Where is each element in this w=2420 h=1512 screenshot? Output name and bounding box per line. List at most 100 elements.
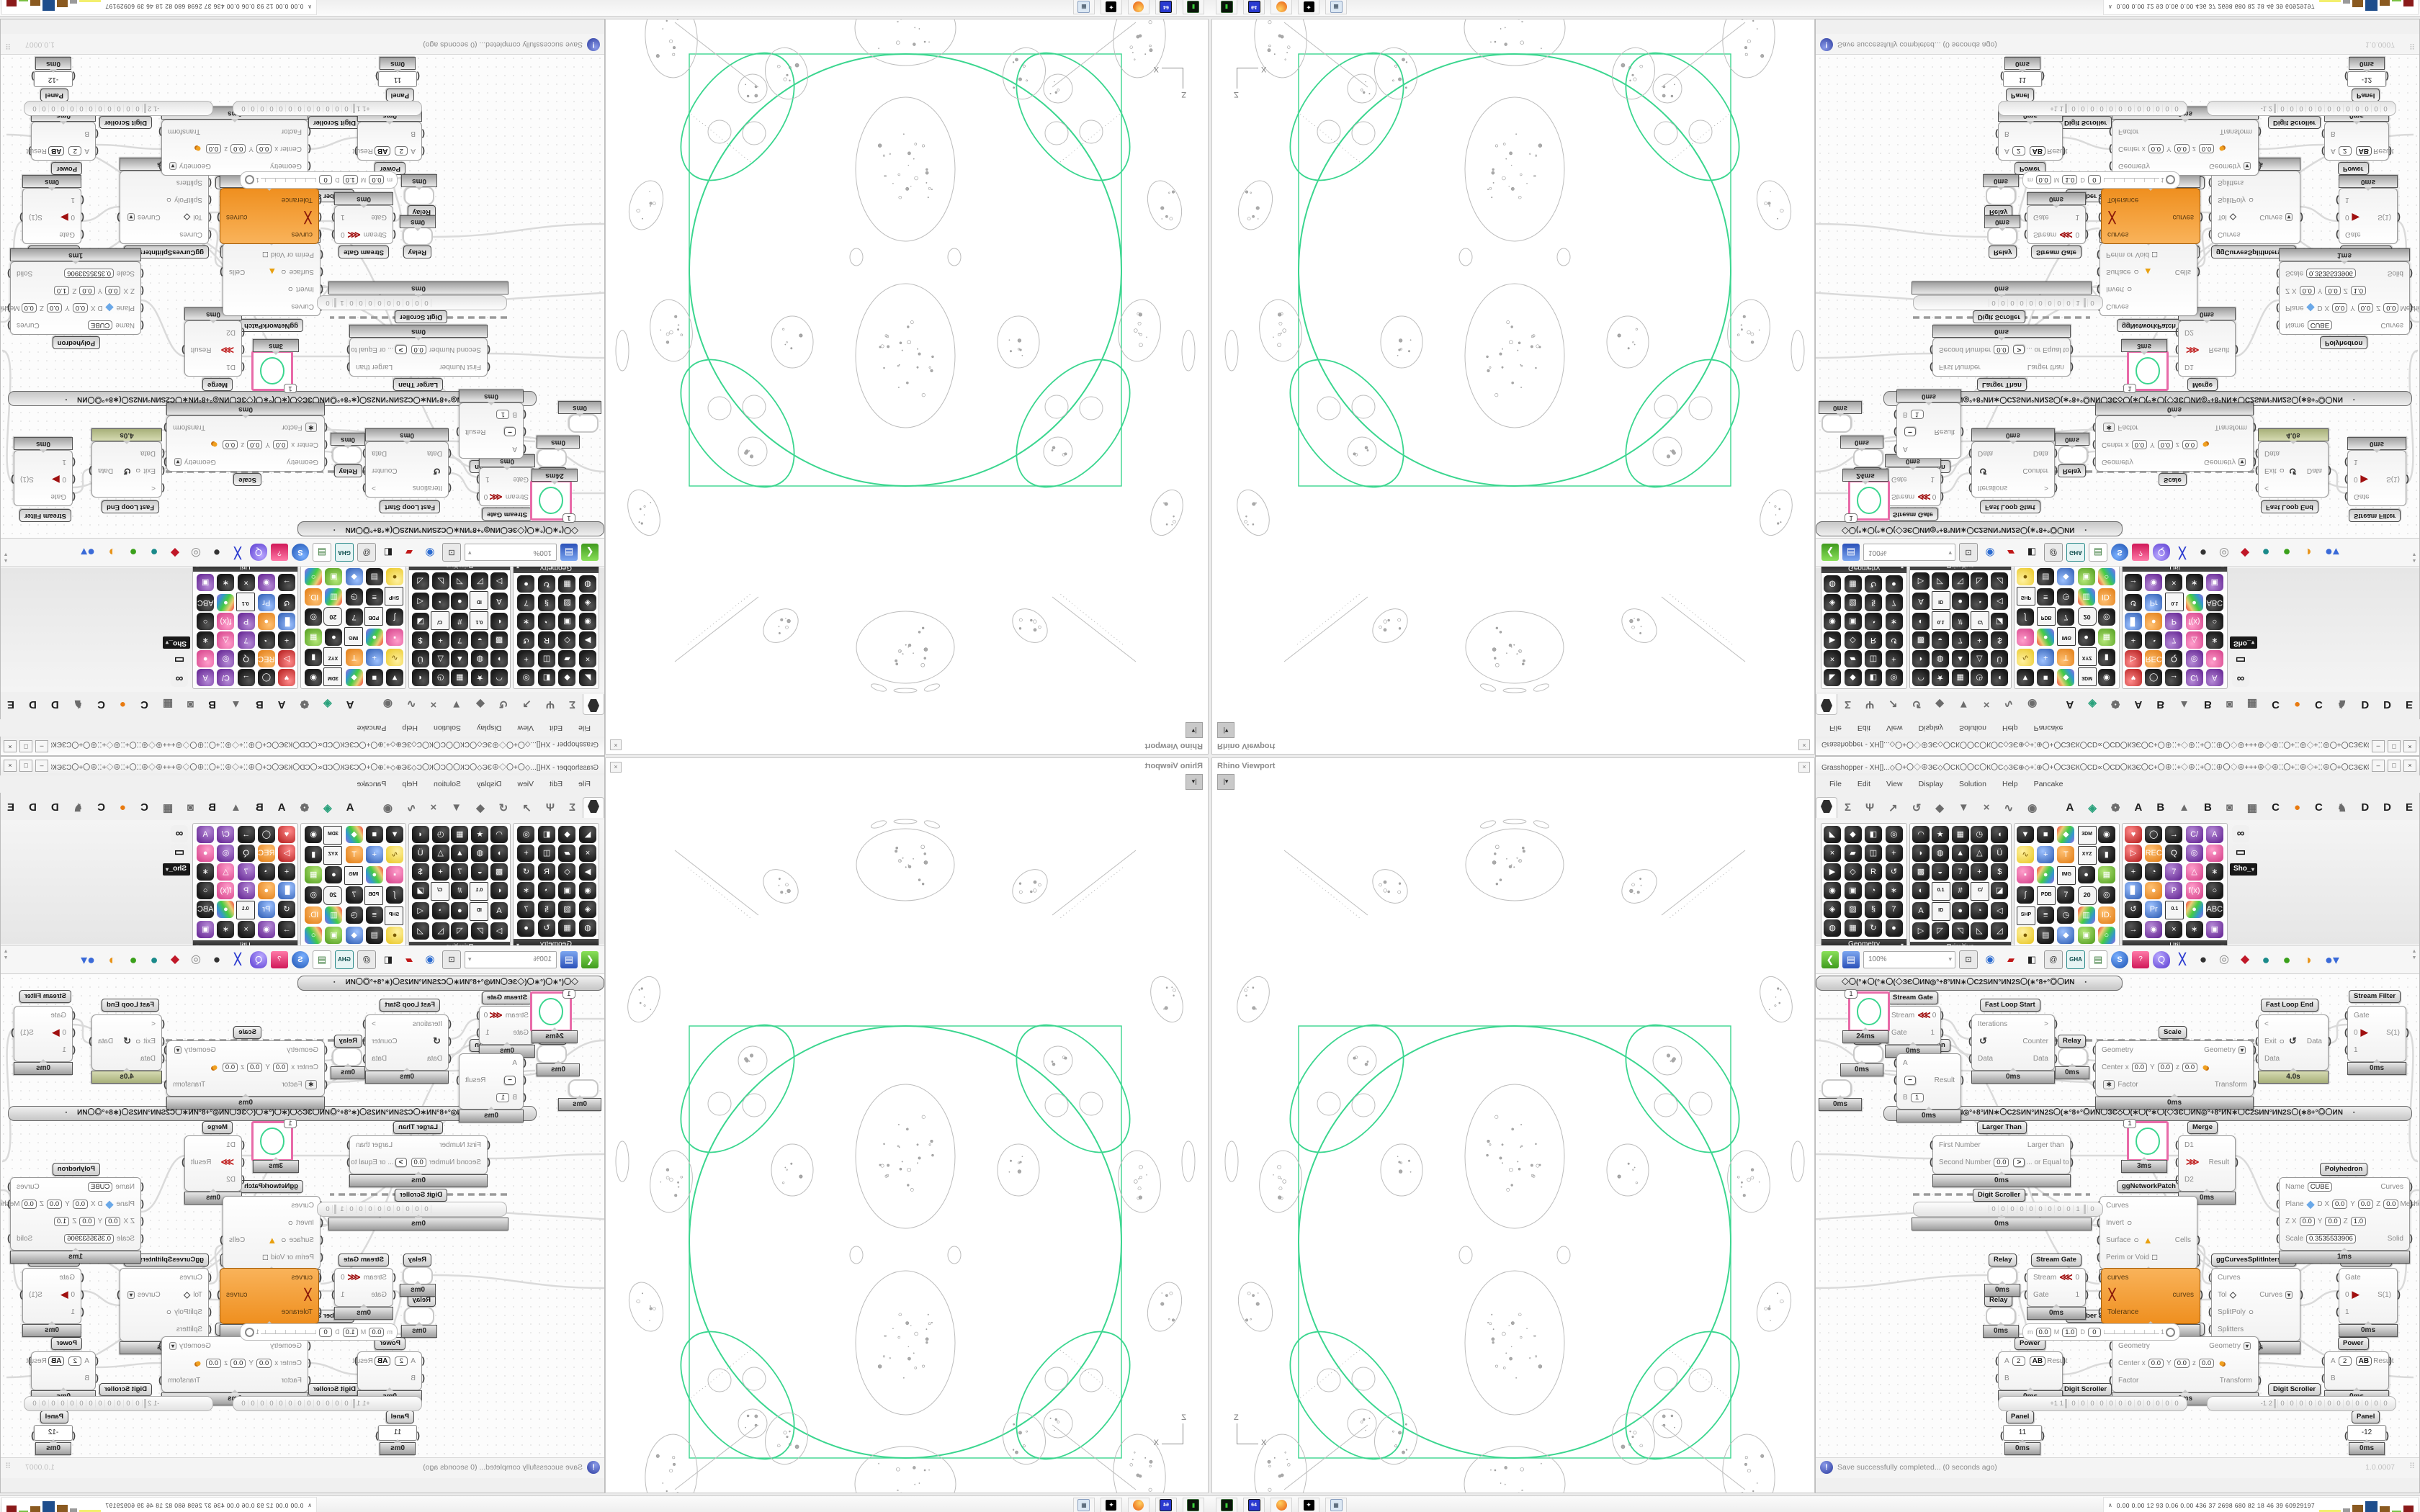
component-icon[interactable]: ◐ [490, 882, 508, 899]
blue-sphere-button[interactable]: ●▾ [2325, 953, 2339, 967]
tray-chevron-icon[interactable]: ∧ [308, 1502, 313, 1508]
component-icon[interactable]: ▰ [1844, 845, 1862, 862]
terminal-app-icon[interactable]: ▮ [1216, 0, 1237, 14]
component-icon[interactable]: ● [197, 845, 215, 862]
menu-display[interactable]: Display [1918, 724, 1944, 732]
grasshopper-titlebar[interactable]: Grasshopper - XH[]...◇〇+〇◇⊕ЗЄ◇〇CК〇〇C〇К〇C… [1, 757, 604, 776]
menu-edit[interactable]: Edit [1857, 780, 1871, 788]
component-icon[interactable]: ◹ [451, 572, 469, 590]
component-icon[interactable]: ABC [197, 901, 215, 918]
firefox-icon[interactable] [1270, 0, 1292, 14]
component-icon[interactable]: ▊ [278, 613, 295, 630]
component-icon[interactable]: ∞ [171, 825, 188, 842]
component-icon[interactable]: SHP [2017, 587, 2035, 606]
grasshopper-titlebar[interactable]: Grasshopper - XH[]...◇〇+〇◇⊕ЗЄ◇〇CК〇〇C〇К〇C… [1, 736, 604, 755]
component-icon[interactable]: × [1824, 845, 1841, 862]
tab-plugin-6[interactable]: B [208, 801, 216, 814]
component-icon[interactable]: A [197, 669, 215, 686]
component-icon[interactable]: ○ [197, 613, 215, 630]
gha-button[interactable]: GHA [335, 543, 354, 562]
component-icon[interactable]: 7 [2057, 608, 2075, 626]
geometry-preview-container[interactable]: 1 [530, 480, 575, 523]
geometry-preview-container[interactable]: 1 [251, 351, 297, 393]
component-icon[interactable]: ◔ [1971, 593, 1989, 610]
tab-plugin-2[interactable]: ❁ [300, 801, 310, 814]
remote-button[interactable]: @ [357, 543, 376, 562]
component-icon[interactable]: △ [2185, 631, 2203, 649]
component-icon[interactable]: 20 [2077, 607, 2097, 626]
component-icon[interactable]: ● [325, 629, 343, 646]
calculator-icon[interactable]: ▦ [1073, 0, 1095, 14]
component-icon[interactable]: 0.1 [1931, 611, 1950, 630]
value-panel[interactable]: (11) [375, 1425, 420, 1441]
tab-icon-2[interactable]: ↗ [522, 801, 532, 814]
component-icon[interactable]: ◍ [471, 650, 489, 667]
component-icon[interactable]: + [517, 650, 535, 667]
component-icon[interactable]: 7 [517, 901, 535, 918]
tab-params[interactable] [1816, 797, 1837, 818]
tab-plugin-7[interactable]: ◙ [2226, 801, 2233, 814]
blue-sphere-button[interactable]: ●▾ [81, 953, 95, 967]
search-button[interactable]: S [2111, 951, 2128, 968]
component-icon[interactable]: ◆ [558, 669, 576, 686]
minimize-button[interactable]: – [35, 760, 48, 772]
power-left-component[interactable]: (A 2 AB Result)(B [1995, 1351, 2067, 1390]
component-icon[interactable]: R [538, 631, 555, 649]
tab-icon-8[interactable]: ◉ [382, 801, 393, 814]
zoom-level-select[interactable]: 100% [1863, 951, 1955, 968]
component-icon[interactable]: ◉ [579, 882, 596, 899]
component-icon[interactable]: ◉ [257, 574, 275, 591]
component-icon[interactable]: ◷ [345, 588, 363, 606]
divide-cells-component[interactable]: (Curves(Invert ○(Surface ○ ▲Cells)(Perim… [220, 243, 323, 316]
component-icon[interactable]: ∫ [386, 608, 403, 626]
tab-plugin-5[interactable]: ▲ [2179, 698, 2190, 711]
component-icon[interactable]: ABC [2205, 901, 2223, 918]
tab-plugin-11[interactable]: C [97, 698, 105, 711]
component-icon[interactable]: C/ [430, 882, 449, 901]
component-icon[interactable]: ◗ [1912, 845, 1930, 862]
component-icon[interactable]: ▣ [1844, 613, 1862, 630]
component-icon[interactable]: ↻ [1865, 919, 1882, 937]
terminal-app-icon[interactable]: ▮ [1183, 1498, 1204, 1512]
component-icon[interactable]: ○ [2205, 613, 2223, 630]
stream-gate-lower-component[interactable]: (Stream ⋘ 0)(Gate 1) [2024, 205, 2089, 244]
component-icon[interactable]: ◪ [411, 882, 429, 899]
component-icon[interactable]: 3DM [323, 667, 343, 686]
orange-sphere-button[interactable]: ◑ [2303, 953, 2312, 967]
subtraction-component[interactable]: (A(− Result)(B 1 [456, 402, 526, 459]
component-icon[interactable]: × [579, 650, 596, 667]
tab-plugin-15[interactable]: E [6, 698, 14, 711]
floppy-64-app-icon[interactable]: 64 [1155, 0, 1177, 14]
tab-plugin-12[interactable]: ♞ [73, 801, 84, 814]
component-icon[interactable]: ▼ [2017, 826, 2034, 843]
component-icon[interactable]: ◍ [1824, 575, 1841, 593]
component-icon[interactable]: △ [1971, 650, 1989, 667]
component-icon[interactable]: ▪ [386, 866, 403, 883]
component-icon[interactable]: ▦ [558, 575, 576, 593]
component-icon[interactable]: ● [325, 866, 343, 883]
gem-button[interactable]: ◆ [170, 546, 180, 559]
component-icon[interactable]: Pr [257, 594, 275, 611]
menu-file[interactable]: File [578, 724, 591, 732]
component-icon[interactable]: ◁ [1991, 593, 2009, 610]
component-icon[interactable]: ◔ [538, 882, 555, 899]
firefox-icon[interactable] [1270, 1498, 1292, 1512]
component-icon[interactable]: A [2205, 826, 2223, 843]
component-icon[interactable]: Ü [411, 845, 429, 862]
balloons-button[interactable]: Q [250, 544, 267, 561]
component-icon[interactable]: # [451, 613, 469, 630]
menu-view[interactable]: View [1886, 724, 1903, 732]
component-icon[interactable]: ◺ [431, 572, 449, 590]
paint-button[interactable]: ▰ [405, 954, 413, 965]
tab-icon-2[interactable]: ↗ [1888, 698, 1898, 711]
rings-button[interactable]: ◎ [191, 953, 201, 966]
relay-node[interactable] [2058, 1048, 2088, 1066]
value-panel[interactable]: (-12) [31, 1425, 76, 1441]
tab-plugin-9[interactable]: C [2272, 698, 2280, 711]
component-icon[interactable]: ◧ [538, 669, 555, 686]
